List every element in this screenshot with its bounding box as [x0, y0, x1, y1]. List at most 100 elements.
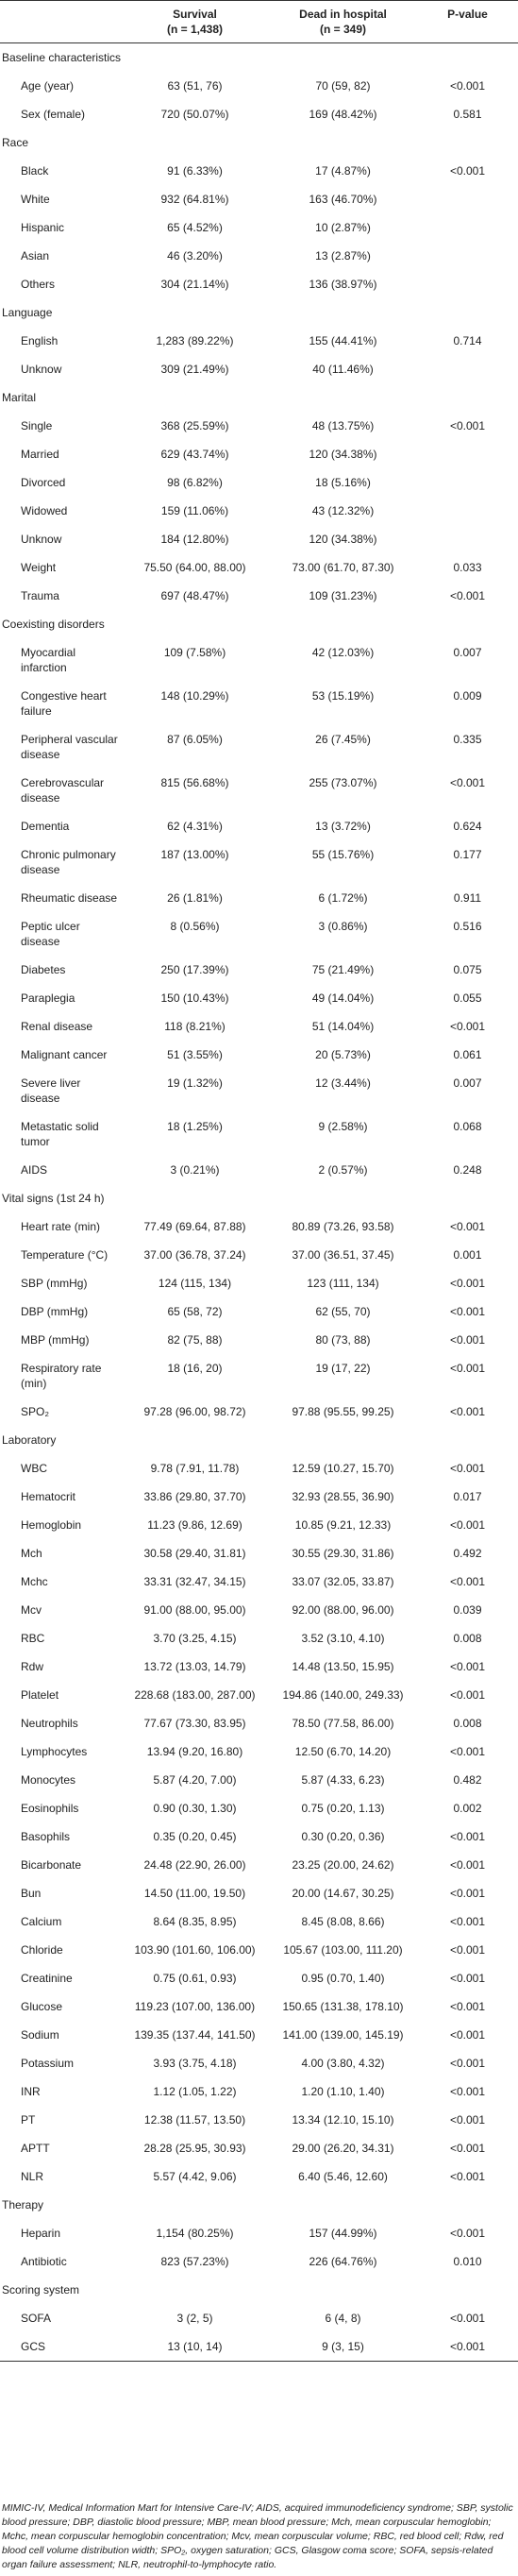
- cell-value: 0.055: [453, 991, 482, 1005]
- header-n: (n = 349): [319, 23, 367, 36]
- table-row: PT 12.38 (11.57, 13.50) 13.34 (12.10, 15.1…: [0, 2106, 518, 2134]
- cell-value: 141.00 (139.00, 145.19): [282, 2028, 404, 2042]
- table-row: Baseline characteristics: [0, 43, 518, 73]
- cell-value: 0.008: [453, 1717, 482, 1730]
- cell-empty: [417, 270, 518, 298]
- cell-value: 148 (10.29%): [160, 689, 229, 703]
- row-label: SBP (mmHg): [21, 1277, 88, 1290]
- row-label: RBC: [21, 1632, 45, 1645]
- cell-value: 77.49 (69.64, 87.88): [143, 1220, 246, 1233]
- row-label: Chloride: [21, 1943, 63, 1957]
- section-label: Therapy: [2, 2198, 44, 2212]
- table-row: Language: [0, 298, 518, 327]
- cell-value: 29.00 (26.20, 34.31): [292, 2142, 394, 2155]
- cell-value: <0.001: [449, 2000, 486, 2013]
- section-label: Marital: [2, 391, 37, 404]
- cell-value: 0.008: [453, 1632, 482, 1645]
- cell-value: 120 (34.38%): [309, 448, 377, 461]
- row-label: Paraplegia: [21, 991, 75, 1005]
- cell-value: <0.001: [449, 1277, 486, 1290]
- table-row: INR 1.12 (1.05, 1.22) 1.20 (1.10, 1.40) <0.…: [0, 2077, 518, 2106]
- cell-value: 75.50 (64.00, 88.00): [143, 561, 246, 574]
- cell-value: <0.001: [449, 2057, 486, 2070]
- row-label: Hemoglobin: [21, 1518, 82, 1532]
- cell-value: 0.039: [453, 1603, 482, 1617]
- cell-value: <0.001: [449, 2142, 486, 2155]
- cell-value: 80.89 (73.26, 93.58): [292, 1220, 394, 1233]
- cell-value: 9 (3, 15): [269, 2332, 417, 2362]
- table-row: Bun 14.50 (11.00, 19.50) 20.00 (14.67, 30.…: [0, 1879, 518, 1907]
- cell-value: 2 (0.57%): [318, 1163, 368, 1177]
- cell-value: 13 (10, 14): [121, 2332, 269, 2362]
- cell-value: <0.001: [417, 2332, 518, 2362]
- row-label: Bicarbonate: [21, 1858, 82, 1872]
- cell-value: <0.001: [449, 1462, 486, 1475]
- table-row: Chronic pulmonary disease 187 (13.00%) 55 …: [0, 840, 518, 884]
- cell-value: <0.001: [449, 1518, 486, 1532]
- cell-value: 0.007: [453, 646, 482, 659]
- table-row: Metastatic solid tumor 18 (1.25%) 9 (2.58%…: [0, 1112, 518, 1156]
- cell-value: 136 (38.97%): [309, 278, 377, 291]
- cell-value: <0.001: [449, 1915, 486, 1928]
- header-name: Dead in hospital: [299, 8, 387, 21]
- cell-value: 3.70 (3.25, 4.15): [153, 1632, 237, 1645]
- section-label: Coexisting disorders: [2, 618, 105, 631]
- cell-value: 109 (31.23%): [309, 589, 377, 602]
- row-label: Hematocrit: [21, 1490, 76, 1503]
- row-label: Glucose: [21, 2000, 63, 2013]
- cell-value: 55 (15.76%): [311, 848, 375, 861]
- cell-value: 0.95 (0.70, 1.40): [301, 1972, 385, 1985]
- row-label: Neutrophils: [21, 1717, 78, 1730]
- cell-value: <0.001: [449, 1943, 486, 1957]
- table-row: Creatinine 0.75 (0.61, 0.93) 0.95 (0.70, 1…: [0, 1964, 518, 1992]
- cell-value: 14.50 (11.00, 19.50): [143, 1887, 246, 1900]
- row-label: Sodium: [21, 2028, 59, 2042]
- cell-value: 14.48 (13.50, 15.95): [292, 1660, 394, 1673]
- row-label: Congestive heart failure: [21, 689, 107, 718]
- cell-value: <0.001: [449, 1887, 486, 1900]
- section-label: Scoring system: [2, 2283, 80, 2296]
- cell-value: 169 (48.42%): [309, 108, 377, 121]
- section-label: Laboratory: [2, 1433, 57, 1447]
- row-label: Renal disease: [21, 1020, 93, 1033]
- cell-value: 3 (0.86%): [318, 920, 368, 933]
- table-row: Hemoglobin 11.23 (9.86, 12.69) 10.85 (9.21…: [0, 1511, 518, 1539]
- cell-value: <0.001: [449, 1745, 486, 1758]
- row-label: Monocytes: [21, 1773, 76, 1787]
- row-label: SPO₂: [21, 1405, 49, 1418]
- table-row: Married 629 (43.74%) 120 (34.38%): [0, 440, 518, 468]
- table-row: Coexisting disorders: [0, 610, 518, 638]
- cell-value: <0.001: [449, 79, 486, 93]
- cell-value: 368 (25.59%): [160, 419, 229, 432]
- table-row: Black 91 (6.33%) 17 (4.87%) <0.001: [0, 157, 518, 185]
- cell-value: 228.68 (183.00, 287.00): [134, 1688, 256, 1702]
- cell-value: 18 (5.16%): [315, 476, 371, 489]
- cell-value: 124 (115, 134): [158, 1277, 232, 1290]
- table-row: SBP (mmHg) 124 (115, 134) 123 (111, 134) <0…: [0, 1269, 518, 1297]
- table-row: Trauma 697 (48.47%) 109 (31.23%) <0.001: [0, 582, 518, 610]
- cell-value: 10 (2.87%): [315, 221, 371, 234]
- table-row: Therapy: [0, 2191, 518, 2219]
- cell-value: 51 (3.55%): [167, 1048, 223, 1061]
- row-label: Dementia: [21, 820, 70, 833]
- cell-value: 6 (1.72%): [318, 891, 368, 905]
- cell-value: 0.624: [453, 820, 482, 833]
- table-row: Paraplegia 150 (10.43%) 49 (14.04%) 0.055: [0, 984, 518, 1012]
- table-row: Heparin 1,154 (80.25%) 157 (44.99%) <0.001: [0, 2219, 518, 2247]
- cell-value: 103.90 (101.60, 106.00): [134, 1943, 256, 1957]
- table-row: Malignant cancer 51 (3.55%) 20 (5.73%) 0.06…: [0, 1041, 518, 1069]
- row-label: WBC: [21, 1462, 47, 1475]
- cell-value: <0.001: [449, 1830, 486, 1843]
- cell-value: <0.001: [449, 2312, 486, 2325]
- cell-value: 62 (4.31%): [167, 820, 223, 833]
- cell-value: 20 (5.73%): [315, 1048, 371, 1061]
- cell-value: 163 (46.70%): [309, 193, 377, 206]
- cell-value: 40 (11.46%): [312, 363, 374, 376]
- cell-value: 139.35 (137.44, 141.50): [134, 2028, 256, 2042]
- cell-value: 1.20 (1.10, 1.40): [301, 2085, 385, 2098]
- cell-value: 0.492: [453, 1547, 482, 1560]
- cell-value: 13 (3.72%): [315, 820, 371, 833]
- cell-empty: [417, 468, 518, 497]
- header-blank: [0, 0, 121, 43]
- table-row: Mcv 91.00 (88.00, 95.00) 92.00 (88.00, 96.…: [0, 1596, 518, 1624]
